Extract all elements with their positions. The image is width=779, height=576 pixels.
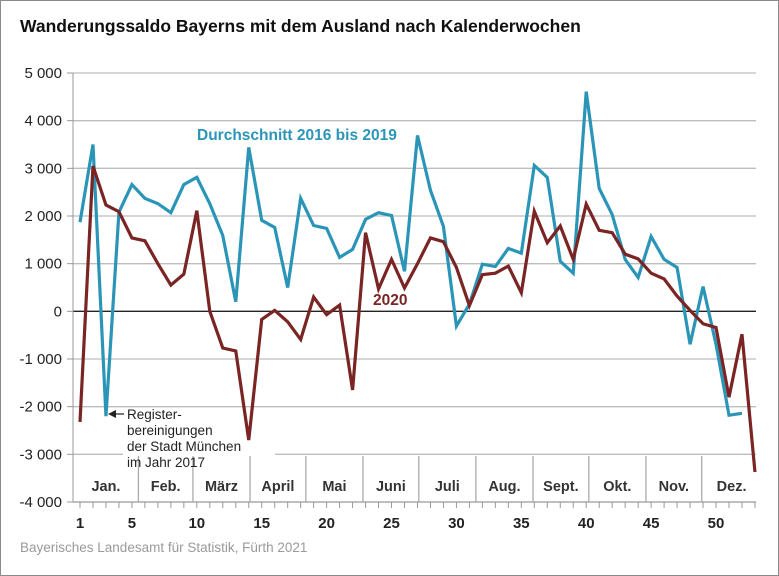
month-label-1: Feb. — [151, 479, 181, 495]
x-tick-label: 40 — [578, 515, 595, 532]
y-tick-label: -2 000 — [19, 399, 62, 416]
annotation-arrowhead-icon — [108, 410, 116, 418]
y-tick-label: -3 000 — [19, 446, 62, 463]
month-label-2: März — [205, 479, 238, 495]
month-label-11: Dez. — [717, 479, 747, 495]
y-tick-label: 0 — [54, 303, 62, 320]
x-tick-label: 10 — [188, 515, 205, 532]
month-label-0: Jan. — [91, 479, 120, 495]
legend-label-durchschnitt: Durchschnitt 2016 bis 2019 — [197, 127, 397, 144]
x-tick-label: 35 — [513, 515, 530, 532]
annotation-line-2: bereinigungen — [127, 423, 213, 438]
annotation-line-1: Register- — [127, 407, 182, 422]
series-lines — [78, 91, 757, 473]
x-tick-label: 30 — [448, 515, 465, 532]
series-labels: Durchschnitt 2016 bis 2019 2020 — [197, 127, 407, 309]
annotation-registerbereinigung: Register- bereinigungen der Stadt Münche… — [108, 407, 241, 470]
y-tick-label: 2 000 — [24, 208, 62, 225]
x-tick-label: 25 — [383, 515, 400, 532]
month-label-6: Juli — [435, 479, 460, 495]
series-line-durchschnitt-2016-2019 — [78, 91, 743, 418]
annotation-line-3: der Stadt München — [127, 439, 241, 454]
month-label-5: Juni — [376, 479, 406, 495]
month-label-8: Sept. — [543, 479, 578, 495]
x-tick-label: 5 — [128, 515, 136, 532]
x-axis: 1 5 10 15 20 25 30 35 40 45 50 — [73, 501, 756, 532]
month-label-9: Okt. — [603, 479, 631, 495]
source-note: Bayerisches Landesamt für Statistik, Für… — [20, 540, 308, 555]
y-tick-label: 4 000 — [24, 113, 62, 130]
x-tick-label: 1 — [76, 515, 84, 532]
grid-lines — [73, 72, 756, 455]
x-tick-label: 15 — [253, 515, 270, 532]
month-label-3: April — [261, 479, 294, 495]
y-tick-label: 1 000 — [24, 256, 62, 273]
month-label-10: Nov. — [659, 479, 689, 495]
month-label-4: Mai — [322, 479, 346, 495]
x-tick-label: 50 — [708, 515, 725, 532]
month-label-7: Aug. — [488, 479, 520, 495]
month-labels: Jan. Feb. März April Mai Juni Juli Aug. Sept. Okt… — [91, 456, 747, 502]
annotation-line-4: im Jahr 2017 — [127, 455, 205, 470]
chart-title: Wanderungssaldo Bayerns mit dem Ausland … — [20, 16, 581, 36]
y-tick-label: 3 000 — [24, 160, 62, 177]
y-axis: 5 000 4 000 3 000 2 000 1 000 0 -1 000 -2 000 -3… — [19, 65, 74, 511]
y-tick-label: -1 000 — [19, 351, 62, 368]
x-tick-label: 20 — [318, 515, 335, 532]
y-tick-label: -4 000 — [19, 494, 62, 511]
y-tick-label: 5 000 — [24, 65, 62, 82]
x-tick-label: 45 — [643, 515, 660, 532]
legend-label-2020: 2020 — [373, 292, 407, 309]
